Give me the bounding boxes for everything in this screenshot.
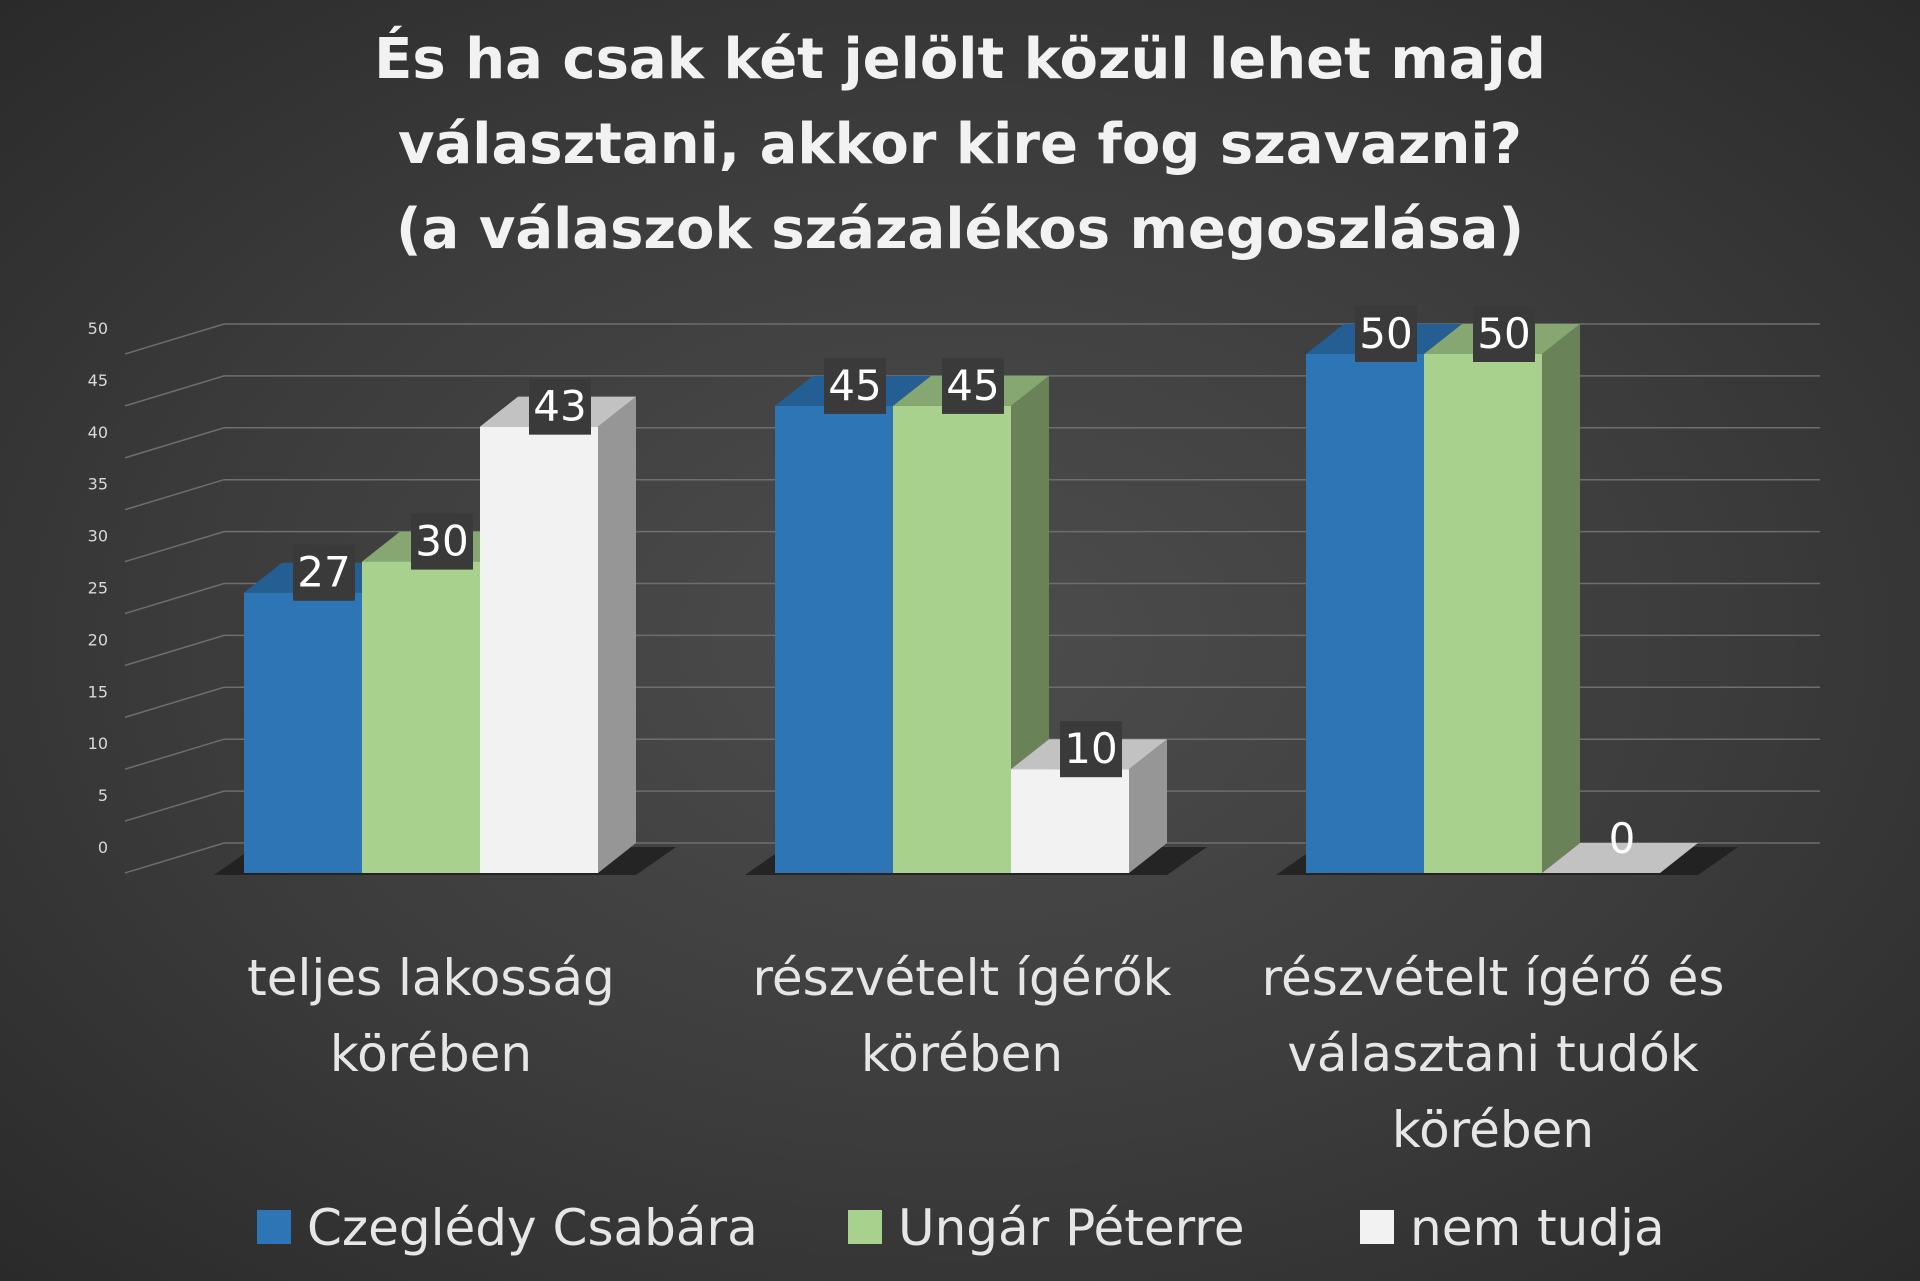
bar-front-1-2 <box>775 405 893 873</box>
data-label-box-2-1 <box>411 513 473 570</box>
data-label-box-1-1 <box>293 544 355 601</box>
data-label-box-1-2 <box>824 357 886 414</box>
legend-item-1: Czeglédy Csabára <box>257 1199 758 1257</box>
gridline-5 <box>124 790 1820 822</box>
data-label-1-3: 50 <box>1355 306 1417 362</box>
data-label-text-1-1: 27 <box>297 548 350 597</box>
y-axis-ticks: 0 5 10 15 20 25 30 35 40 45 50 <box>88 319 108 857</box>
bar-2-3 <box>1424 324 1580 873</box>
y-tick-label-40: 40 <box>88 423 108 442</box>
legend-item-3: nem tudja <box>1360 1199 1665 1257</box>
category-label-3-line-3: körében <box>1392 1101 1594 1159</box>
gridlines <box>124 323 1820 874</box>
data-label-box-2-3 <box>1473 306 1535 362</box>
data-label-box-3-2 <box>1060 721 1122 778</box>
category-label-2-line-2: körében <box>861 1025 1063 1083</box>
bar-side-3-2 <box>1129 739 1167 873</box>
data-label-3-1: 43 <box>529 378 591 435</box>
y-tick-label-10: 10 <box>88 734 108 753</box>
category-label-3-line-2: választani tudók <box>1287 1025 1698 1083</box>
chart-title-line-1: És ha csak két jelölt közül lehet majd <box>374 26 1546 92</box>
data-label-box-3-1 <box>529 378 591 435</box>
legend-label-2: Ungár Péterre <box>898 1199 1245 1257</box>
y-tick-label-35: 35 <box>88 475 108 494</box>
data-label-2-1: 30 <box>411 513 473 570</box>
data-label-text-3-1: 43 <box>533 382 586 431</box>
gridline-30 <box>124 530 1820 563</box>
data-label-1-1: 27 <box>293 544 355 601</box>
bar-front-1-3 <box>1306 354 1424 873</box>
data-label-text-3-3: 0 <box>1609 814 1636 863</box>
category-labels: teljes lakosság körében részvételt ígérők k… <box>247 949 1724 1159</box>
gridline-0 <box>124 842 1820 874</box>
y-tick-label-25: 25 <box>88 579 108 598</box>
y-tick-label-0: 0 <box>98 838 108 857</box>
bar-side-2-3 <box>1542 324 1580 873</box>
data-label-2-2: 45 <box>942 357 1004 414</box>
bar-front-2-2 <box>893 405 1011 873</box>
data-label-text-1-3: 50 <box>1359 309 1412 358</box>
gridline-10 <box>124 738 1820 770</box>
data-label-text-2-2: 45 <box>946 361 999 410</box>
y-tick-label-20: 20 <box>88 630 108 649</box>
legend-swatch-2 <box>848 1210 882 1244</box>
data-label-1-2: 45 <box>824 357 886 414</box>
bar-top-3-3 <box>1542 843 1698 873</box>
category-label-3-line-1: részvételt ígérő és <box>1262 949 1725 1007</box>
bar-front-3-1 <box>480 426 598 873</box>
bar-front-3-2 <box>1011 769 1129 873</box>
chart-title-line-3: (a válaszok százalékos megoszlása) <box>396 197 1524 262</box>
legend-swatch-1 <box>257 1210 291 1244</box>
data-label-box-2-2 <box>942 357 1004 414</box>
bar-front-1-1 <box>244 592 362 873</box>
data-label-3-2: 10 <box>1060 721 1122 778</box>
data-labels: 27 30 43 45 45 10 50 50 0 <box>293 306 1635 863</box>
y-tick-label-15: 15 <box>88 682 108 701</box>
legend-label-3: nem tudja <box>1410 1199 1665 1257</box>
y-tick-label-45: 45 <box>88 371 108 390</box>
gridline-25 <box>124 582 1820 615</box>
y-tick-label-50: 50 <box>88 319 108 338</box>
gridline-20 <box>124 634 1820 667</box>
legend-label-1: Czeglédy Csabára <box>307 1199 758 1257</box>
gridline-45 <box>124 375 1820 407</box>
chart-title: És ha csak két jelölt közül lehet majd vá… <box>374 26 1546 262</box>
bar-side-3-1 <box>598 396 636 873</box>
data-label-3-3: 0 <box>1609 814 1636 863</box>
bar-front-2-1 <box>362 561 480 873</box>
data-label-text-3-2: 10 <box>1064 724 1117 773</box>
gridline-35 <box>124 478 1820 511</box>
legend-item-2: Ungár Péterre <box>848 1199 1245 1257</box>
gridline-40 <box>124 427 1820 459</box>
legend: Czeglédy Csabára Ungár Péterre nem tudja <box>257 1199 1665 1257</box>
legend-swatch-3 <box>1360 1210 1394 1244</box>
data-label-box-1-3 <box>1355 306 1417 362</box>
gridline-50 <box>124 323 1820 355</box>
category-label-2-line-1: részvételt ígérők <box>752 949 1171 1007</box>
chart-title-line-2: választani, akkor kire fog szavazni? <box>398 112 1522 177</box>
bar-3-3 <box>1542 843 1698 873</box>
bar-front-2-3 <box>1424 354 1542 873</box>
data-label-text-2-3: 50 <box>1477 309 1530 358</box>
bar-3-1 <box>480 396 636 873</box>
data-label-text-2-1: 30 <box>415 517 468 566</box>
category-label-1-line-1: teljes lakosság <box>247 949 615 1007</box>
gridline-15 <box>124 686 1820 719</box>
y-tick-label-5: 5 <box>98 786 108 805</box>
data-label-text-1-2: 45 <box>828 361 881 410</box>
bars <box>244 324 1698 873</box>
data-label-2-3: 50 <box>1473 306 1535 362</box>
category-label-1-line-2: körében <box>330 1025 532 1083</box>
y-tick-label-30: 30 <box>88 527 108 546</box>
